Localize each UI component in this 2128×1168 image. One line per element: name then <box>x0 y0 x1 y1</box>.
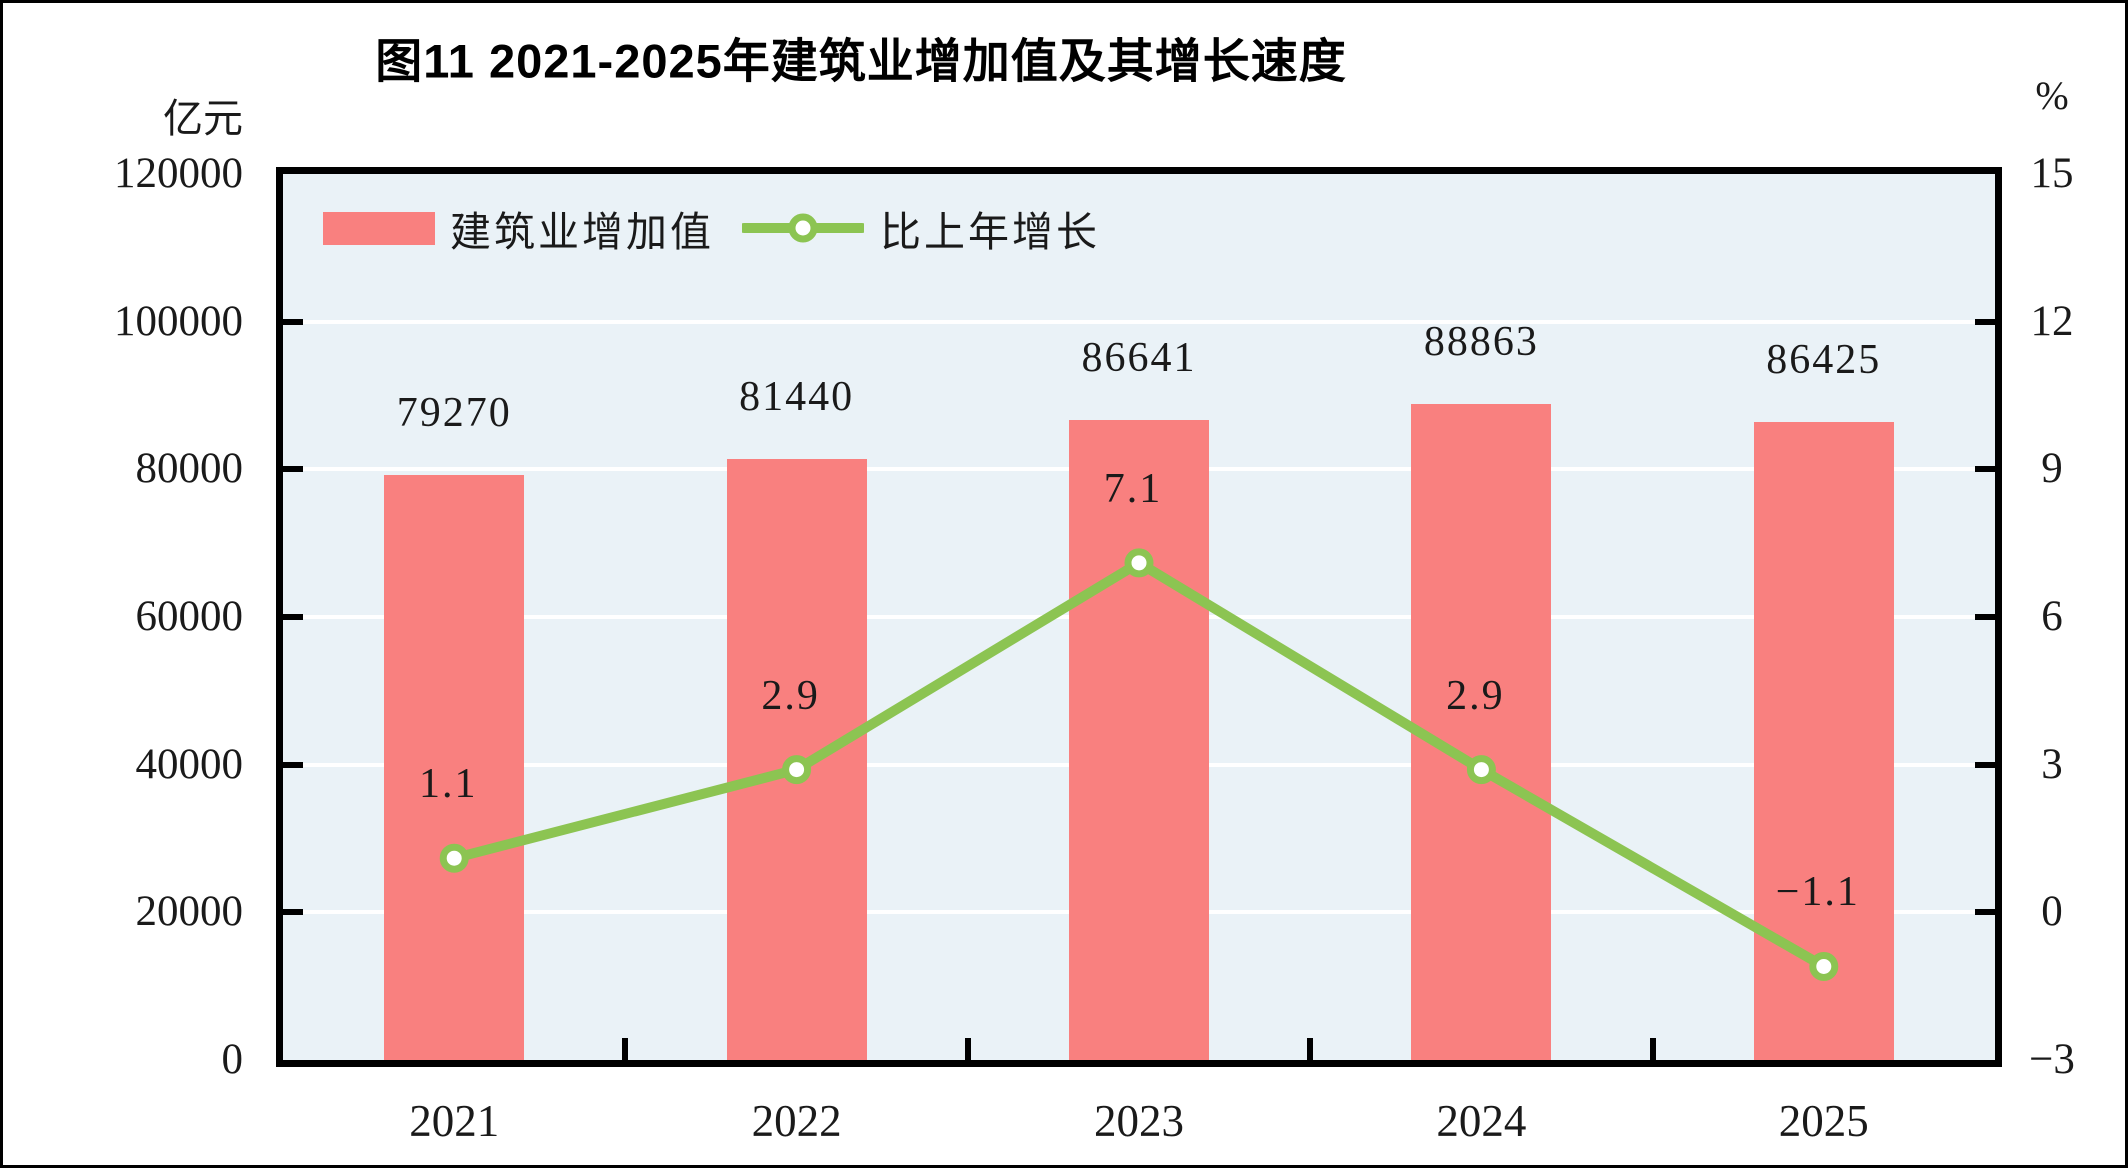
bar <box>1411 403 1552 1060</box>
chart-title: 图11 2021-2025年建筑业增加值及其增长速度 <box>375 34 1347 88</box>
bar-value-label: 88863 <box>1423 318 1539 365</box>
line-value-label: 1.1 <box>418 761 478 808</box>
y-axis-label-left: 20000 <box>135 888 244 936</box>
x-axis-tick <box>1307 1038 1314 1060</box>
right-axis-tick <box>1975 466 1995 473</box>
left-axis-unit: 亿元 <box>163 97 243 141</box>
bar-value-label: 86425 <box>1766 336 1882 383</box>
right-axis-unit: % <box>2035 73 2069 118</box>
legend: 建筑业增加值 比上年增长 <box>323 202 1100 255</box>
bar <box>1753 421 1894 1060</box>
line-value-label: −1.1 <box>1775 869 1860 916</box>
right-axis-tick <box>1975 318 1995 325</box>
left-axis-tick <box>283 466 303 473</box>
line-value-label: 2.9 <box>1446 672 1505 719</box>
left-axis-tick <box>283 761 303 768</box>
y-axis-label-right: 0 <box>2041 888 2063 936</box>
left-axis-tick <box>283 318 303 325</box>
legend-bar-swatch <box>323 211 435 245</box>
legend-line-marker <box>788 213 818 243</box>
bar-value-label: 81440 <box>739 373 855 420</box>
y-axis-label-right: 3 <box>2041 740 2063 788</box>
x-axis-label: 2024 <box>1436 1096 1527 1146</box>
right-axis-tick <box>1975 761 1995 768</box>
x-axis-label: 2022 <box>751 1096 842 1146</box>
y-axis-label-left: 100000 <box>114 297 243 345</box>
bar <box>1069 420 1209 1060</box>
left-axis-tick <box>283 909 303 916</box>
x-axis-tick <box>1649 1038 1656 1060</box>
bar <box>726 458 867 1060</box>
y-axis-label-right: 15 <box>2030 150 2074 197</box>
x-axis-tick <box>622 1038 629 1060</box>
line-value-label: 7.1 <box>1103 465 1163 512</box>
y-axis-label-right: 6 <box>2041 593 2063 640</box>
y-axis-label-right: −3 <box>2029 1036 2075 1083</box>
right-axis-tick <box>1975 614 1995 620</box>
y-axis-label-left: 0 <box>221 1036 244 1083</box>
y-axis-label-left: 80000 <box>135 445 244 493</box>
y-axis-label-right: 9 <box>2041 445 2063 493</box>
y-axis-label-left: 60000 <box>135 593 244 640</box>
y-axis-label-left: 40000 <box>135 740 244 788</box>
x-axis-tick <box>964 1038 971 1060</box>
bar-value-label: 79270 <box>396 389 512 436</box>
bar-value-label: 86641 <box>1081 335 1197 382</box>
y-axis-label-right: 12 <box>2030 297 2074 345</box>
legend-bar-label: 建筑业增加值 <box>450 209 714 255</box>
x-axis-label: 2021 <box>409 1096 500 1146</box>
left-axis-tick <box>283 614 303 620</box>
grid-line <box>283 319 1995 324</box>
line-value-label: 2.9 <box>761 672 820 719</box>
plot-area: 建筑业增加值 比上年增长 79270 81440 86641 88863 86425 1.… <box>276 167 2002 1067</box>
right-axis-tick <box>1975 909 1995 916</box>
x-axis-label: 2025 <box>1778 1096 1869 1146</box>
y-axis-label-left: 120000 <box>114 150 243 197</box>
x-axis-label: 2023 <box>1094 1096 1184 1146</box>
legend-line-sample <box>742 213 864 243</box>
legend-line-label: 比上年增长 <box>880 209 1100 255</box>
